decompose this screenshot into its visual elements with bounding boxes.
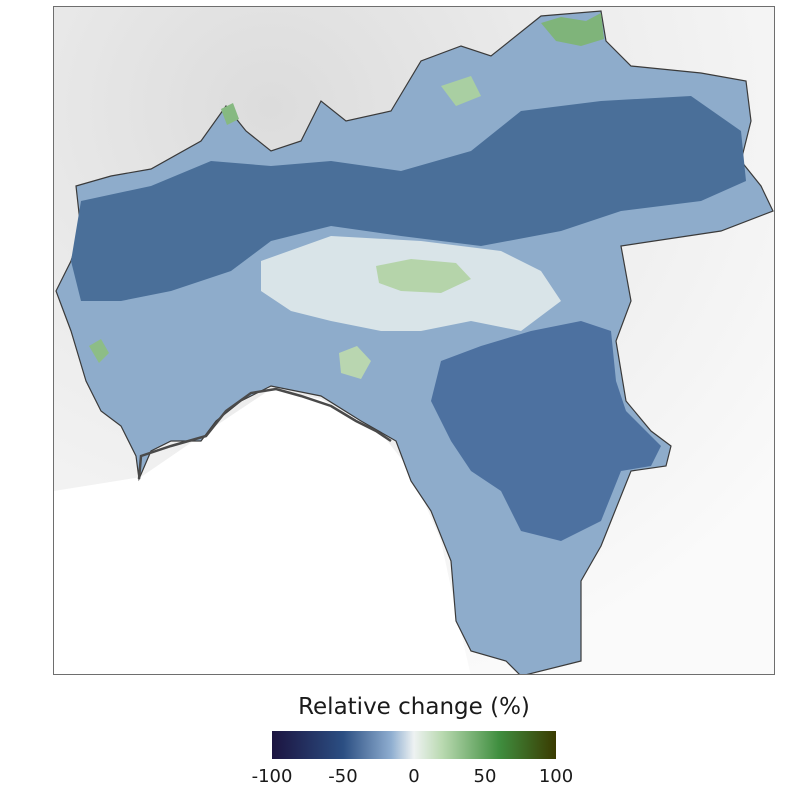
increase-patch-north-valley <box>441 76 481 106</box>
increase-patch-south <box>339 346 371 379</box>
sea-area <box>54 389 471 674</box>
legend-tick-label: 0 <box>408 766 420 787</box>
legend-colorbar <box>272 731 556 759</box>
legend-tick-label: 50 <box>473 766 497 787</box>
strong-decrease-south <box>431 321 661 541</box>
map-panel <box>53 6 775 675</box>
legend-tick-label: -50 <box>328 766 358 787</box>
relative-change-map <box>54 7 774 674</box>
legend: Relative change (%) -100 -50 0 50 100 <box>0 690 800 800</box>
legend-tick-label: 100 <box>538 766 574 787</box>
legend-tick-label: -100 <box>251 766 293 787</box>
increase-patch-alps-2 <box>221 103 239 125</box>
increase-patch-center <box>376 259 471 293</box>
strong-decrease-north <box>71 96 746 301</box>
coastline-outline <box>137 387 392 480</box>
increase-patch-west <box>89 339 109 363</box>
increase-patch-alps-1 <box>541 13 604 46</box>
legend-title: Relative change (%) <box>298 694 530 720</box>
